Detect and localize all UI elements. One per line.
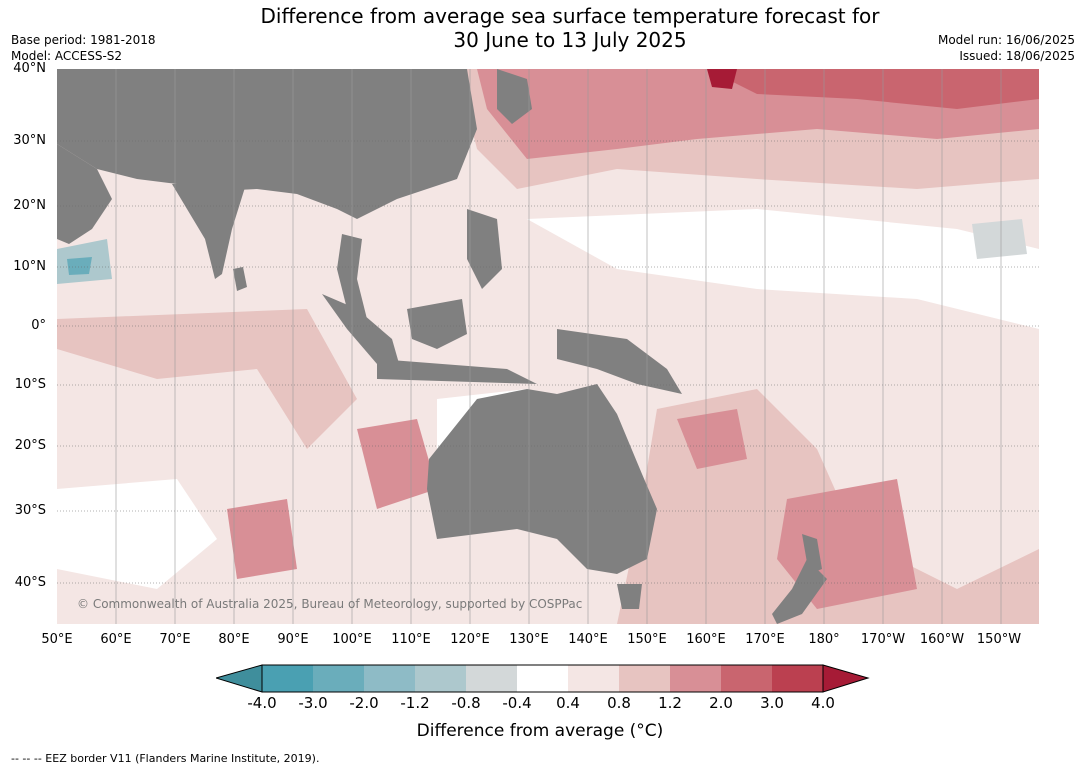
- lon-label-180: 180°: [808, 632, 840, 647]
- colorbar-segment-6: [517, 665, 568, 692]
- lon-label-60e: 60°E: [100, 632, 132, 647]
- colorbar-tick-9: 1.2: [658, 694, 682, 712]
- colorbar-tick-3: -2.0: [349, 694, 379, 712]
- lon-label-80e: 80°E: [218, 632, 250, 647]
- colorbar-tick-1: -4.0: [247, 694, 277, 712]
- lon-label-160w: 160°W: [919, 632, 965, 647]
- lon-label-110e: 110°E: [391, 632, 431, 647]
- lon-label-120e: 120°E: [450, 632, 490, 647]
- lat-label-equator: 0°: [31, 318, 46, 333]
- colorbar-tick-4: -1.2: [400, 694, 430, 712]
- colorbar-segment-below-min: [216, 665, 262, 692]
- lon-label-70e: 70°E: [159, 632, 191, 647]
- colorbar: [216, 664, 870, 693]
- colorbar-title: Difference from average (°C): [416, 721, 664, 741]
- issued-date: Issued: 18/06/2025: [959, 49, 1075, 63]
- colorbar-segment-7: [568, 665, 619, 692]
- colorbar-segment-11: [772, 665, 823, 692]
- lon-label-90e: 90°E: [277, 632, 309, 647]
- colorbar-tick-12: 4.0: [811, 694, 835, 712]
- lat-label-20n: 20°N: [13, 198, 46, 213]
- title-line-2: 30 June to 13 July 2025: [453, 28, 687, 52]
- lat-label-30s: 30°S: [14, 503, 46, 518]
- colorbar-tick-5: -0.8: [451, 694, 481, 712]
- base-period: Base period: 1981-2018: [11, 33, 156, 47]
- colorbar-segment-9: [670, 665, 721, 692]
- map-title: Difference from average sea surface temp…: [170, 4, 970, 52]
- colorbar-segment-4: [415, 665, 466, 692]
- colorbar-tick-11: 3.0: [760, 694, 784, 712]
- lat-label-10s: 10°S: [14, 377, 46, 392]
- map-canvas: [57, 69, 1039, 624]
- lat-label-20s: 20°S: [14, 438, 46, 453]
- lat-label-40s: 40°S: [14, 575, 46, 590]
- lat-label-30n: 30°N: [13, 133, 46, 148]
- colorbar-segment-1: [262, 665, 313, 692]
- lon-label-50e: 50°E: [41, 632, 73, 647]
- lat-label-40n: 40°N: [13, 61, 46, 76]
- colorbar-segment-10: [721, 665, 772, 692]
- colorbar-segment-3: [364, 665, 415, 692]
- model-run: Model run: 16/06/2025: [937, 33, 1075, 47]
- lon-label-160e: 160°E: [686, 632, 726, 647]
- colorbar-segment-8: [619, 665, 670, 692]
- colorbar-tick-8: 0.8: [607, 694, 631, 712]
- lon-label-140e: 140°E: [568, 632, 608, 647]
- colorbar-tick-6: -0.4: [502, 694, 532, 712]
- lon-label-170e: 170°E: [745, 632, 785, 647]
- meta-right: Model run: 16/06/2025 Issued: 18/06/2025: [938, 32, 1075, 64]
- colorbar-segment-2: [313, 665, 364, 692]
- model-name: Model: ACCESS-S2: [11, 49, 123, 63]
- lon-label-100e: 100°E: [332, 632, 372, 647]
- anomaly-shading: [57, 69, 1039, 624]
- meridians: [115, 69, 1002, 624]
- colorbar-segment-above-max: [823, 665, 868, 692]
- eez-legend-note: -- -- -- EEZ border V11 (Flanders Marine…: [11, 752, 320, 765]
- meta-left: Base period: 1981-2018 Model: ACCESS-S2: [11, 32, 156, 64]
- sst-anomaly-map: [57, 69, 1039, 624]
- lon-label-150e: 150°E: [627, 632, 667, 647]
- lon-label-170w: 170°W: [860, 632, 906, 647]
- land-masses: [57, 69, 827, 624]
- lon-label-150w: 150°W: [976, 632, 1022, 647]
- title-line-1: Difference from average sea surface temp…: [260, 4, 880, 28]
- lat-label-10n: 10°N: [13, 259, 46, 274]
- colorbar-tick-7: 0.4: [556, 694, 580, 712]
- lon-label-130e: 130°E: [509, 632, 549, 647]
- colorbar-segment-5: [466, 665, 517, 692]
- colorbar-tick-10: 2.0: [709, 694, 733, 712]
- copyright-notice: © Commonwealth of Australia 2025, Bureau…: [77, 597, 583, 611]
- colorbar-tick-2: -3.0: [298, 694, 328, 712]
